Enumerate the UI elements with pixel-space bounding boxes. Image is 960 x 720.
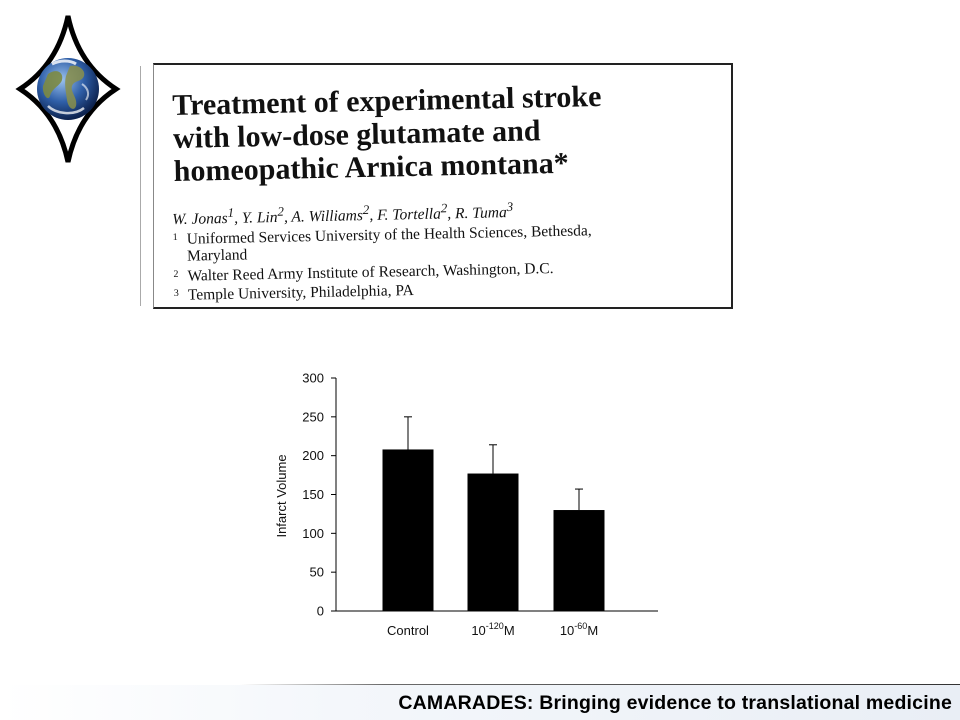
y-tick-label: 150	[302, 487, 324, 502]
affiliation-number: 1	[172, 231, 178, 243]
paper-header-scan: Treatment of experimental stroke with lo…	[153, 63, 733, 309]
footer-divider	[0, 684, 960, 685]
y-tick-label: 200	[302, 448, 324, 463]
infarct-volume-bar-chart: Infarct Volume 0 50 100 150 200 250 300 Control…	[274, 371, 658, 638]
x-tick-label: Control	[387, 623, 429, 638]
x-tick-label: 10-60M	[560, 621, 598, 638]
footer-tagline: CAMARADES: Bringing evidence to translat…	[398, 692, 952, 714]
author-name: Y. Lin	[241, 208, 278, 227]
bar	[382, 449, 434, 611]
author-affiliation-mark: 3	[506, 198, 514, 214]
y-tick-label: 0	[317, 604, 324, 619]
paper-byline: W. Jonas1, Y. Lin2, A. Williams2, F. Tor…	[172, 194, 714, 305]
author-name: R. Tuma	[454, 204, 507, 223]
author-name: A. Williams	[291, 207, 364, 226]
author-name: F. Tortella	[376, 205, 442, 224]
affiliation-number: 3	[173, 288, 179, 300]
y-tick-label: 50	[310, 565, 324, 580]
footer-band	[0, 685, 960, 720]
author-affiliation-mark: 2	[362, 201, 370, 218]
bar	[553, 510, 605, 611]
y-axis-label: Infarct Volume	[274, 454, 289, 537]
affiliation-number: 2	[173, 268, 179, 280]
author-affiliation-mark: 1	[227, 204, 235, 220]
paper-scan-edge	[140, 66, 141, 306]
affiliation-text: Temple University, Philadelphia, PA	[187, 282, 414, 304]
camarades-logo	[15, 15, 121, 163]
globe-icon	[37, 58, 99, 120]
paper-title: Treatment of experimental stroke with lo…	[172, 78, 714, 188]
plot-area: 0 50 100 150 200 250 300 Control 10-120M 10-60M	[302, 371, 658, 638]
author-affiliation-mark: 2	[277, 203, 284, 219]
y-tick-label: 300	[302, 371, 324, 386]
author-affiliation-mark: 2	[440, 200, 448, 216]
y-tick-label: 100	[302, 526, 324, 541]
bar	[467, 473, 519, 611]
y-tick-label: 250	[302, 409, 324, 424]
author-name: W. Jonas	[172, 209, 228, 229]
x-tick-label: 10-120M	[471, 621, 514, 638]
